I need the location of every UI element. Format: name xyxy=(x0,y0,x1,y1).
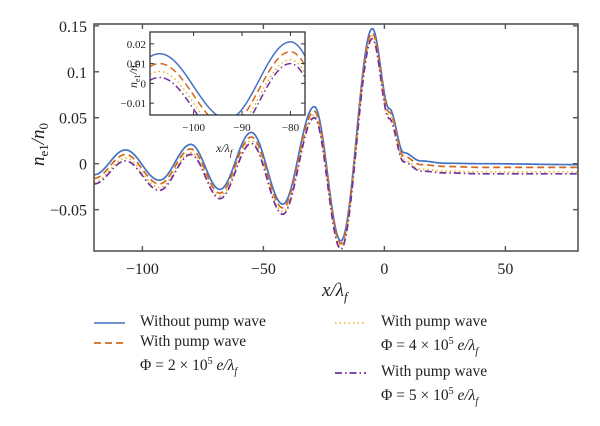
legend-right-column: With pump wave Φ = 4 × 105 e/λf With pum… xyxy=(335,312,487,413)
y-tick-label: 0.15 xyxy=(59,19,87,36)
phi-4-unit: e/λ xyxy=(453,337,476,355)
x-tick-label: 50 xyxy=(497,261,513,278)
legend-label-phi-5: With pump wave Φ = 5 × 105 e/λf xyxy=(381,362,487,412)
phi-4-base: Φ = 4 × 10 xyxy=(381,337,449,355)
series-line-2 xyxy=(150,51,305,115)
main-plot-frame xyxy=(93,23,579,252)
legend-swatch-dotted xyxy=(335,322,366,324)
inset-background xyxy=(150,32,305,115)
inset-x-axis-title-sub: f xyxy=(230,148,234,158)
phi-2-unit-sub: f xyxy=(234,366,238,378)
legend-label-phi-4: With pump wave Φ = 4 × 105 e/λf xyxy=(381,312,487,362)
legend-label-phi-4-line2: Φ = 4 × 105 e/λf xyxy=(381,332,487,362)
legend-entry-phi-5: With pump wave Φ = 5 × 105 e/λf xyxy=(335,362,487,412)
inset-y-tick-label: 0.02 xyxy=(127,39,146,51)
legend-label-phi-5-line1: With pump wave xyxy=(381,363,488,381)
legend-entry-phi-4: With pump wave Φ = 4 × 105 e/λf xyxy=(335,312,487,362)
legend-left-column: Without pump wave With pump wave Φ = 2 ×… xyxy=(94,312,266,382)
phi-4-exp: 5 xyxy=(448,336,454,347)
phi-5-exp: 5 xyxy=(448,386,454,398)
legend-entry-without-pump: Without pump wave xyxy=(94,312,266,332)
phi-2-unit: e/λ xyxy=(212,357,235,375)
y-tick-label: 0.1 xyxy=(67,65,87,82)
main-ticks-group: −100 −50 0 50 −0.05 0 0.05 0.1 0.15 xyxy=(50,19,578,278)
inset-y-n: n xyxy=(126,82,140,88)
y-axis-title: ne1/n0 xyxy=(28,123,51,166)
inset-x-axis-title-text: x/λ xyxy=(215,141,230,155)
phi-2-exp: 5 xyxy=(207,356,213,367)
inset-y-axis-title: ne1/n0 xyxy=(126,61,142,88)
x-axis-title-sub: f xyxy=(344,289,350,304)
inset-y-tick-label: −0.01 xyxy=(121,98,146,110)
x-axis-title: x/λf xyxy=(321,280,350,304)
y-axis-title-sub1: e1 xyxy=(36,144,51,156)
y-axis-title-slash: /n xyxy=(28,129,49,145)
inset-y-tick-label: 0 xyxy=(141,78,147,90)
inset-frame xyxy=(149,31,306,116)
inset-y-tick-label: 0.01 xyxy=(127,59,146,71)
inset-y-sub1: e1 xyxy=(133,74,142,82)
legend-label-phi-4-line1: With pump wave xyxy=(381,313,488,330)
y-tick-label: −0.05 xyxy=(50,203,87,220)
legend-label-without-pump: Without pump wave xyxy=(140,313,266,330)
legend-entry-phi-2: With pump wave Φ = 2 × 105 e/λf xyxy=(94,332,266,382)
inset-x-tick-label: −100 xyxy=(182,122,205,134)
phi-4-unit-sub: f xyxy=(475,346,479,358)
legend-label-phi-2-line2: Φ = 2 × 105 e/λf xyxy=(140,352,246,382)
x-tick-label: −100 xyxy=(126,261,159,278)
inset-y-sub0: 0 xyxy=(133,61,142,65)
legend-swatch-dashed xyxy=(94,342,125,344)
inset-x-tick-label: −80 xyxy=(282,122,300,134)
phi-5-base: Φ = 5 × 10 xyxy=(381,387,449,405)
legend-swatch-dashdot xyxy=(335,372,366,375)
phi-5-unit-sub: f xyxy=(475,396,479,408)
inset-y-slash: /n xyxy=(126,65,140,75)
x-tick-label: 0 xyxy=(380,261,388,278)
y-axis-title-sub0: 0 xyxy=(36,123,51,130)
phi-5-unit: e/λ xyxy=(453,387,476,405)
main-series-group xyxy=(94,27,578,251)
phi-2-base: Φ = 2 × 10 xyxy=(140,357,208,375)
legend-label-phi-5-line2: Φ = 5 × 105 e/λf xyxy=(381,382,487,412)
y-tick-label: 0.05 xyxy=(59,111,87,128)
inset-series-group xyxy=(150,41,305,115)
legend-label-phi-2: With pump wave Φ = 2 × 105 e/λf xyxy=(140,332,246,382)
y-axis-title-n: n xyxy=(28,157,49,167)
y-tick-label: 0 xyxy=(79,157,87,174)
legend-label-phi-2-line1: With pump wave xyxy=(140,333,247,350)
inset-x-tick-label: −90 xyxy=(233,122,251,134)
x-tick-label: −50 xyxy=(251,261,276,278)
legend-swatch-solid xyxy=(94,322,125,324)
x-axis-title-main: x/λ xyxy=(321,280,344,301)
inset-x-axis-title: x/λf xyxy=(215,141,234,158)
series-line-1 xyxy=(150,41,305,115)
series-line-4 xyxy=(94,37,578,251)
series-line-3 xyxy=(150,58,305,115)
